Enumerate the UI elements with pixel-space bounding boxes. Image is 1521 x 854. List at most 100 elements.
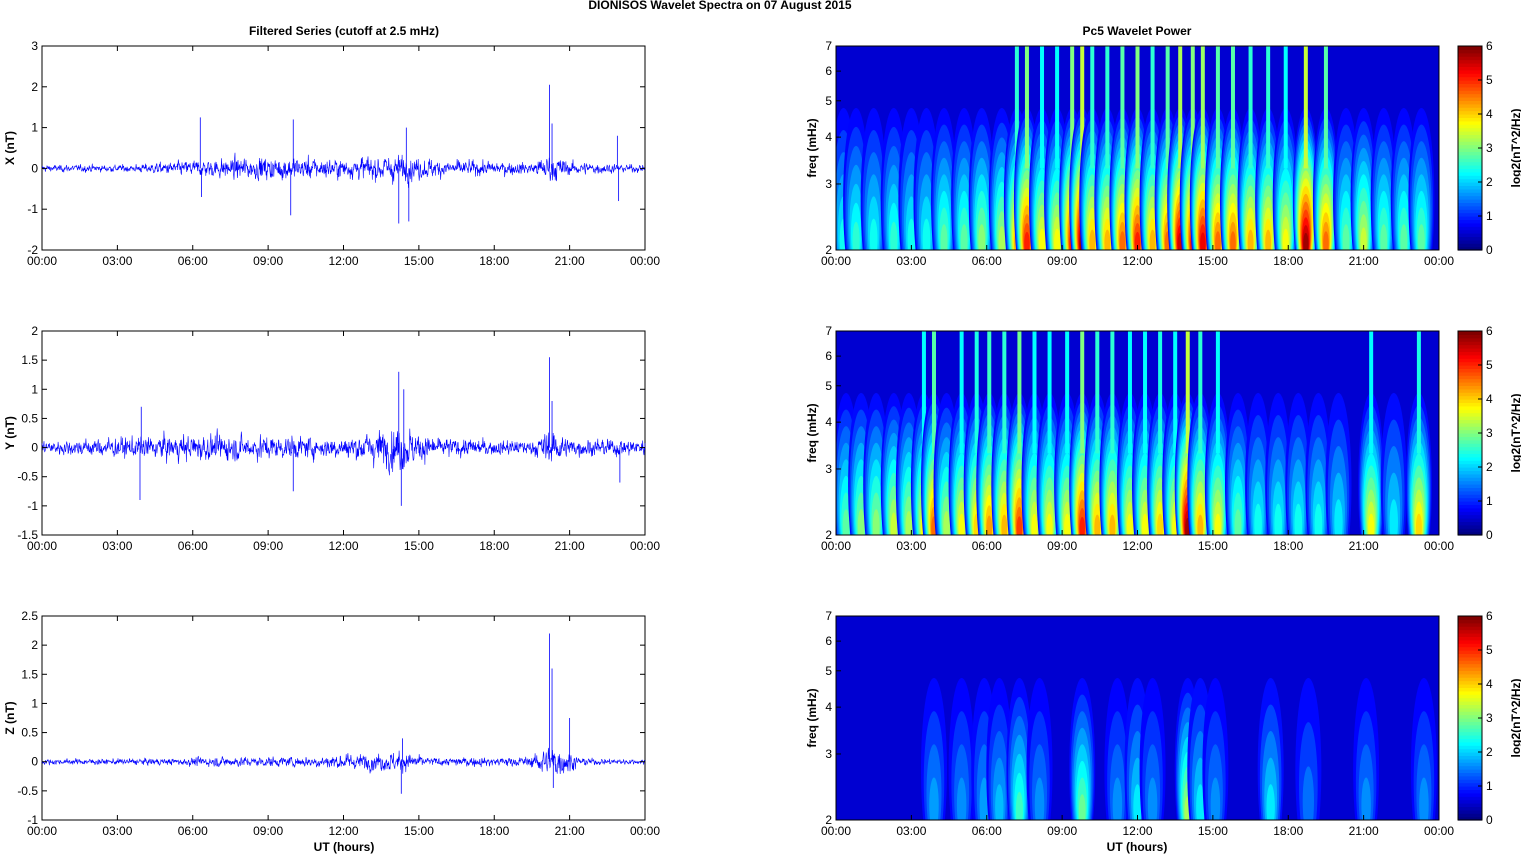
colorbar-segment	[1458, 127, 1482, 132]
colorbar-segment	[1458, 762, 1482, 767]
heatmap-burst	[1094, 514, 1101, 535]
colorbar-tick-label: 5	[1486, 358, 1493, 372]
x-tick-label: 00:00	[821, 824, 851, 838]
colorbar-segment	[1458, 205, 1482, 210]
y-tick-label: 2	[31, 80, 38, 94]
colorbar-segment	[1458, 473, 1482, 478]
colorbar-segment	[1458, 782, 1482, 787]
heatmap-burst	[1104, 229, 1111, 250]
heatmap-burst	[1254, 503, 1262, 535]
colorbar-segment	[1458, 724, 1482, 729]
colorbar-segment	[1458, 755, 1482, 760]
x-tick-label: 12:00	[328, 539, 358, 553]
series-trace	[41, 152, 646, 188]
plot-area	[41, 330, 646, 536]
colorbar-segment	[1458, 694, 1482, 699]
x-tick-label: 03:00	[896, 539, 926, 553]
x-tick-label: 12:00	[328, 254, 358, 268]
colorbar-tick-label: 0	[1486, 813, 1493, 827]
colorbar-segment	[1458, 660, 1482, 665]
heatmap-burst	[986, 515, 993, 535]
colorbar-segment	[1458, 765, 1482, 770]
heatmap-burst	[1119, 231, 1126, 250]
x-tick-label: 21:00	[1349, 254, 1379, 268]
x-tick-label: 03:00	[102, 824, 132, 838]
heatmap-streak	[921, 331, 926, 454]
heatmap-streak	[1283, 46, 1288, 169]
y-tick-label: 2	[825, 528, 832, 542]
colorbar-segment	[1458, 735, 1482, 739]
colorbar-segment	[1458, 416, 1482, 420]
colorbar-segment	[1458, 521, 1482, 526]
colorbar-segment	[1458, 378, 1482, 383]
colorbar-segment	[1458, 103, 1482, 108]
colorbar-segment	[1458, 697, 1482, 702]
y-tick-label: 0.5	[21, 411, 38, 425]
colorbar-segment	[1458, 504, 1482, 509]
colorbar-segment	[1458, 365, 1482, 369]
colorbar-segment	[1458, 348, 1482, 352]
colorbar-segment	[1458, 487, 1482, 492]
heatmap-streak	[1178, 46, 1183, 169]
colorbar-segment	[1458, 341, 1482, 346]
heatmap-burst	[1109, 514, 1116, 535]
colorbar-tick-label: 0	[1486, 243, 1493, 257]
colorbar-segment	[1458, 439, 1482, 444]
colorbar-segment	[1458, 721, 1482, 726]
x-tick-label: 09:00	[1047, 824, 1077, 838]
colorbar-segment	[1458, 528, 1482, 533]
colorbar-segment	[1458, 199, 1482, 203]
colorbar-segment	[1458, 450, 1482, 454]
heatmap-burst	[1265, 229, 1272, 250]
y-tick-label: 0	[31, 755, 38, 769]
colorbar-tick-label: 6	[1486, 609, 1493, 623]
heatmap-streak	[1230, 46, 1235, 169]
colorbar-segment	[1458, 49, 1482, 54]
y-axis-label: X (nT)	[3, 131, 17, 165]
colorbar-segment	[1458, 361, 1482, 366]
heatmap-burst	[1210, 777, 1221, 820]
heatmap-streak	[1165, 46, 1170, 169]
colorbar-segment	[1458, 144, 1482, 149]
heatmap-burst	[1147, 777, 1158, 820]
colorbar-segment	[1458, 229, 1482, 234]
colorbar-segment	[1458, 134, 1482, 139]
heatmap-burst	[1024, 231, 1030, 250]
left-column-title: Filtered Series (cutoff at 2.5 mHz)	[249, 24, 439, 38]
heatmap-burst	[872, 509, 880, 535]
x-tick-label: 15:00	[1198, 824, 1228, 838]
colorbar-segment	[1458, 531, 1482, 536]
colorbar-segment	[1458, 405, 1482, 410]
colorbar-tick-label: 3	[1486, 711, 1493, 725]
colorbar-segment	[1458, 480, 1482, 485]
y-tick-label: 3	[825, 462, 832, 476]
colorbar-segment	[1458, 687, 1482, 692]
left-xlabel: UT (hours)	[314, 840, 375, 854]
colorbar-segment	[1458, 83, 1482, 88]
x-tick-label: 03:00	[896, 254, 926, 268]
series-trace	[41, 428, 646, 476]
colorbar-segment	[1458, 59, 1482, 64]
colorbar-segment	[1458, 358, 1482, 363]
colorbar-segment	[1458, 704, 1482, 709]
figure-title: DIONISOS Wavelet Spectra on 07 August 20…	[588, 0, 852, 12]
y-tick-label: 7	[825, 39, 832, 53]
heatmap-burst	[1079, 516, 1085, 535]
heatmap-streak	[1323, 46, 1328, 169]
heatmap-streak	[1047, 331, 1052, 454]
colorbar-segment	[1458, 799, 1482, 804]
heatmap-burst	[1266, 784, 1275, 820]
heatmap-burst	[956, 777, 967, 820]
x-tick-label: 06:00	[178, 539, 208, 553]
colorbar-segment	[1458, 633, 1482, 637]
colorbar-segment	[1458, 433, 1482, 437]
heatmap-streak	[1120, 46, 1125, 169]
heatmap-streak	[1127, 331, 1132, 454]
colorbar-segment	[1458, 151, 1482, 156]
heatmap-streak	[974, 331, 979, 454]
colorbar-segment	[1458, 337, 1482, 342]
y-tick-label: 6	[825, 64, 832, 78]
heatmap-streak	[1150, 46, 1155, 169]
colorbar-segment	[1458, 212, 1482, 217]
